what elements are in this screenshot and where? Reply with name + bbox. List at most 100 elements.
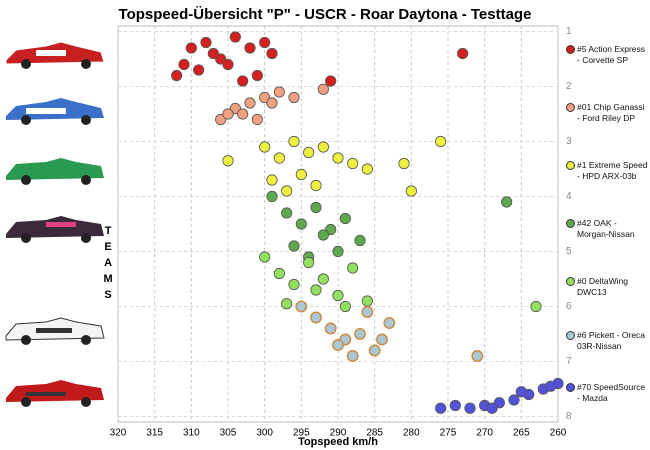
- point: [317, 273, 329, 285]
- point: [317, 229, 329, 241]
- x-tick-label: 290: [330, 428, 347, 439]
- point: [325, 75, 337, 87]
- series: [259, 251, 542, 313]
- car-image: [5, 317, 105, 345]
- point: [347, 157, 359, 170]
- point: [303, 146, 315, 159]
- point: [449, 399, 461, 412]
- x-axis-label: Topspeed km/h: [298, 436, 378, 448]
- legend-entry: #6 Pickett - Oreca 03R-Nissan: [566, 330, 648, 352]
- point: [545, 380, 557, 392]
- x-tick-label: 295: [293, 428, 310, 439]
- x-tick-label: 270: [476, 428, 493, 439]
- car-image: [6, 158, 104, 185]
- point: [310, 179, 322, 192]
- point: [273, 152, 285, 164]
- point: [185, 42, 197, 54]
- legend-label: #70 SpeedSource - Mazda: [577, 382, 646, 403]
- point: [332, 339, 344, 351]
- x-tick-label: 285: [366, 428, 383, 439]
- point: [193, 64, 205, 76]
- point: [178, 58, 190, 71]
- point: [266, 47, 278, 60]
- series: [215, 83, 329, 126]
- series: [295, 300, 484, 362]
- legend-swatch: [566, 383, 575, 392]
- point: [317, 83, 329, 95]
- legend-swatch: [566, 277, 575, 286]
- point: [501, 196, 513, 208]
- point: [361, 306, 374, 318]
- y-tick-label: 1: [566, 26, 572, 37]
- point: [383, 317, 396, 329]
- point: [515, 386, 527, 398]
- x-tick-label: 320: [110, 428, 127, 439]
- point: [281, 185, 293, 197]
- legend-label: #01 Chip Ganassi - Ford Riley DP: [577, 102, 645, 123]
- car-image: [6, 380, 104, 407]
- point: [288, 278, 300, 291]
- x-tick-label: 315: [146, 428, 163, 439]
- y-axis-label: TEAMS: [102, 225, 114, 305]
- point: [266, 174, 278, 186]
- legend-swatch: [566, 45, 575, 54]
- legend-entry: #5 Action Express - Corvette SP: [566, 44, 648, 66]
- point: [310, 201, 322, 214]
- point: [273, 267, 285, 280]
- point: [259, 141, 271, 153]
- series: [435, 377, 564, 414]
- point: [339, 300, 351, 313]
- point: [266, 97, 278, 109]
- point: [266, 190, 278, 203]
- point: [310, 311, 322, 324]
- legend-label: #42 OAK - Morgan-Nissan: [577, 218, 635, 239]
- legend-entry: #01 Chip Ganassi - Ford Riley DP: [566, 102, 648, 124]
- point: [200, 36, 212, 49]
- point: [259, 36, 271, 49]
- point: [310, 284, 322, 296]
- legend-swatch: [566, 219, 575, 228]
- x-tick-label: 280: [403, 428, 420, 439]
- point: [398, 157, 410, 170]
- legend-label: #6 Pickett - Oreca 03R-Nissan: [577, 330, 646, 351]
- series: [222, 135, 447, 197]
- x-tick-label: 310: [183, 428, 200, 439]
- point: [237, 108, 249, 120]
- y-tick-label: 6: [566, 301, 572, 312]
- point: [171, 69, 183, 82]
- point: [288, 240, 300, 252]
- x-tick-label: 265: [513, 428, 530, 439]
- point: [332, 289, 344, 302]
- point: [295, 218, 307, 230]
- point: [251, 69, 263, 82]
- x-tick-label: 305: [220, 428, 237, 439]
- point: [332, 152, 344, 164]
- legend-entry: #0 DeltaWing DWC13: [566, 276, 648, 298]
- point: [324, 322, 337, 335]
- point: [295, 168, 307, 181]
- point: [486, 402, 498, 414]
- car-image: [6, 216, 104, 243]
- point: [354, 328, 366, 340]
- point: [508, 394, 520, 406]
- car-image: [5, 41, 105, 69]
- point: [281, 298, 293, 310]
- point: [273, 86, 285, 98]
- point: [288, 135, 300, 148]
- y-tick-label: 8: [566, 411, 572, 422]
- point: [347, 262, 359, 274]
- legend-swatch: [566, 161, 575, 170]
- legend-label: #0 DeltaWing DWC13: [577, 276, 629, 297]
- point: [237, 75, 249, 87]
- y-tick-label: 5: [566, 246, 572, 257]
- point: [244, 42, 256, 54]
- point: [368, 344, 381, 357]
- y-tick-label: 4: [566, 191, 572, 202]
- point: [222, 108, 234, 120]
- legend-entry: #1 Extreme Speed - HPD ARX-03b: [566, 160, 648, 182]
- point: [259, 251, 271, 263]
- point: [435, 135, 447, 148]
- point: [464, 402, 476, 414]
- point: [288, 91, 300, 104]
